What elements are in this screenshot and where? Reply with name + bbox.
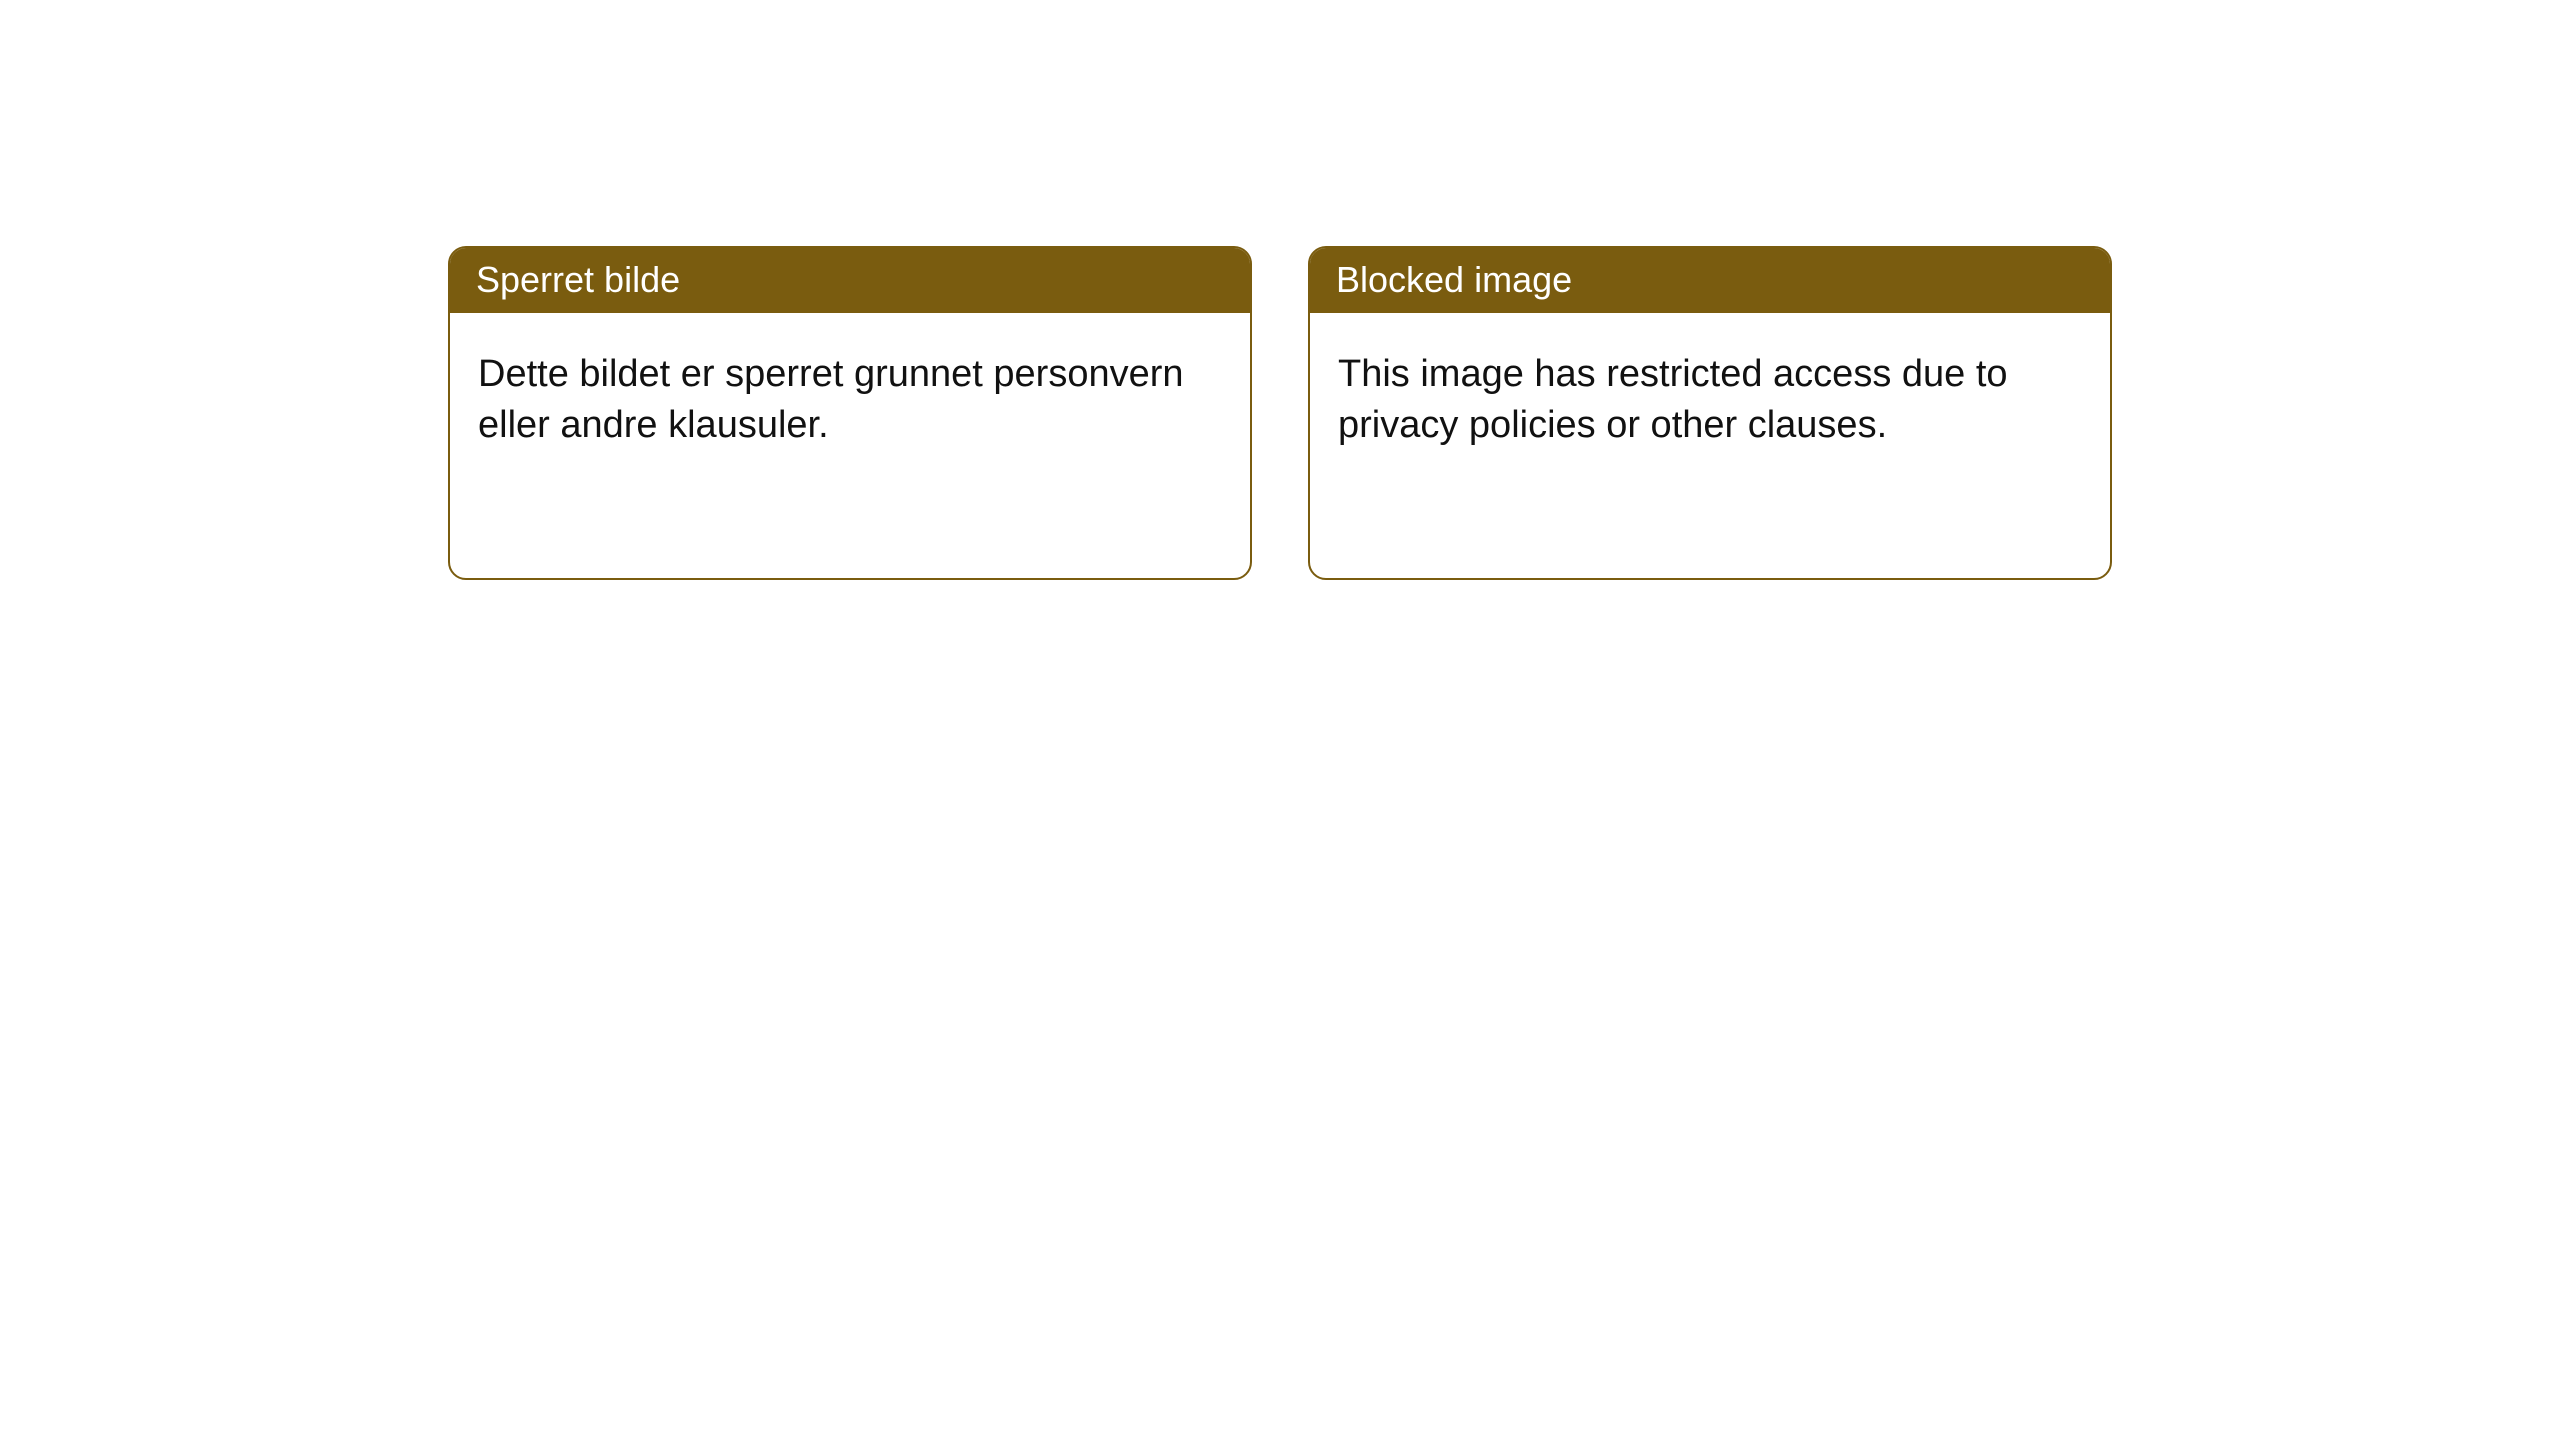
notice-card-title: Sperret bilde — [450, 248, 1250, 313]
notice-card-title: Blocked image — [1310, 248, 2110, 313]
notice-card-english: Blocked image This image has restricted … — [1308, 246, 2112, 580]
notice-container: Sperret bilde Dette bildet er sperret gr… — [0, 0, 2560, 580]
notice-card-body: This image has restricted access due to … — [1310, 313, 2110, 480]
notice-card-norwegian: Sperret bilde Dette bildet er sperret gr… — [448, 246, 1252, 580]
notice-card-body: Dette bildet er sperret grunnet personve… — [450, 313, 1250, 480]
